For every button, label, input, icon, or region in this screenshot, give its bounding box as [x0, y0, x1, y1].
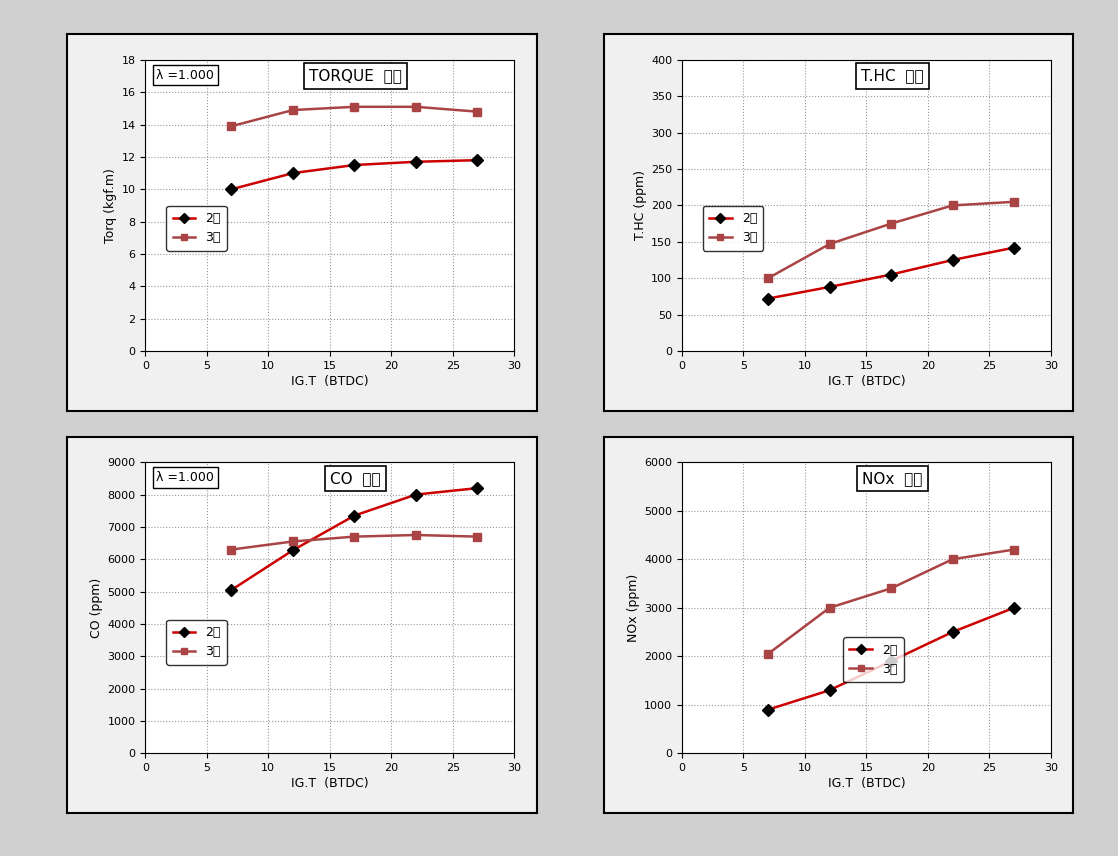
Text: T.HC  공선: T.HC 공선: [861, 68, 923, 84]
X-axis label: IG.T  (BTDC): IG.T (BTDC): [291, 375, 369, 388]
Y-axis label: NOx (ppm): NOx (ppm): [627, 574, 639, 642]
Text: λ =1.000: λ =1.000: [157, 471, 215, 484]
Text: TORQUE  공선: TORQUE 공선: [310, 68, 402, 84]
Legend: 2차, 3차: 2차, 3차: [843, 638, 903, 682]
Text: λ =1.000: λ =1.000: [157, 68, 215, 81]
Y-axis label: T.HC (ppm): T.HC (ppm): [634, 170, 647, 241]
Legend: 2차, 3차: 2차, 3차: [167, 620, 227, 664]
X-axis label: IG.T  (BTDC): IG.T (BTDC): [827, 375, 906, 388]
Text: CO  공선: CO 공선: [330, 471, 381, 486]
Text: NOx  공선: NOx 공선: [862, 471, 922, 486]
Y-axis label: Torq (kgf.m): Torq (kgf.m): [104, 168, 117, 243]
Legend: 2차, 3차: 2차, 3차: [703, 206, 764, 251]
Y-axis label: CO (ppm): CO (ppm): [91, 578, 103, 638]
X-axis label: IG.T  (BTDC): IG.T (BTDC): [291, 777, 369, 790]
X-axis label: IG.T  (BTDC): IG.T (BTDC): [827, 777, 906, 790]
Legend: 2차, 3차: 2차, 3차: [167, 206, 227, 251]
